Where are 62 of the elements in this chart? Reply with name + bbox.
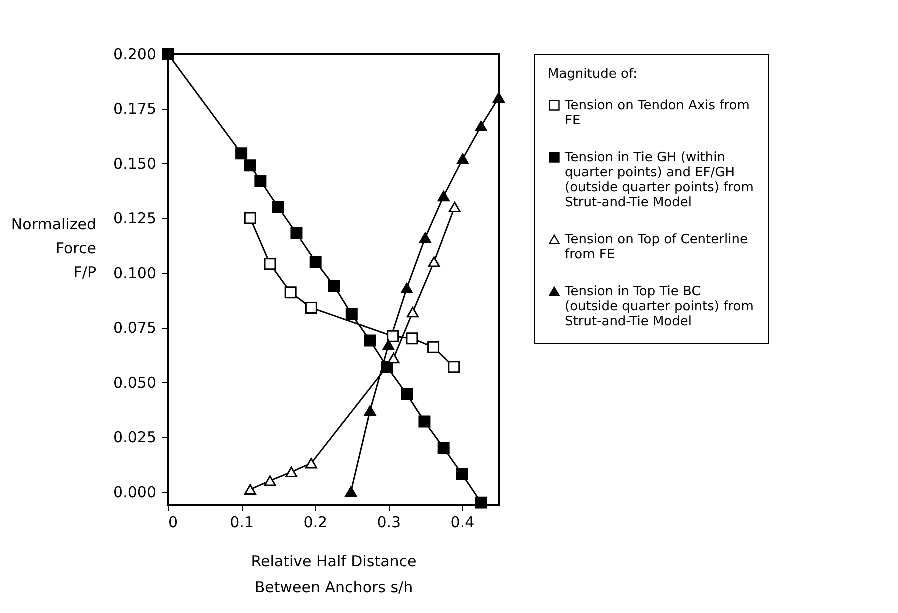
point — [438, 442, 450, 454]
legend-label: Tension on Tendon Axis from FE — [564, 98, 750, 128]
point — [438, 191, 450, 202]
y-axis-title: Normalized Force F/P — [11, 216, 96, 282]
point — [290, 228, 303, 240]
x-tick-label: 0.3 — [377, 514, 402, 532]
point — [475, 120, 488, 132]
point — [387, 330, 400, 342]
point — [456, 468, 468, 480]
legend-label: Tension in Tie GH (within quarter points) and EF/GH (outside quarter points) from Strut-and-Tie Model — [564, 150, 754, 210]
y-tick-label: 0.200 — [114, 46, 156, 64]
point — [493, 92, 505, 104]
point — [364, 334, 376, 347]
y-tick-label: 0.100 — [114, 264, 156, 282]
x-tick-label: 0 — [168, 514, 178, 532]
point — [388, 353, 400, 364]
x-tick-label: 0.1 — [230, 514, 254, 532]
point — [254, 174, 267, 187]
x-axis-title: Relative Half Distance Between Anchors s/h — [251, 552, 417, 596]
point — [310, 256, 322, 268]
point — [272, 201, 284, 214]
point — [448, 202, 461, 213]
point — [364, 406, 376, 416]
legend-label: Tension on Top of Centerline from FE — [564, 232, 748, 262]
point — [401, 282, 414, 294]
point — [264, 476, 276, 486]
point — [401, 388, 414, 400]
y-tick-label: 0.050 — [114, 374, 156, 392]
point — [448, 361, 460, 374]
point — [381, 361, 394, 374]
point — [284, 286, 297, 299]
y-tick-label: 0.150 — [114, 154, 156, 173]
y-tick-label: 0.075 — [114, 319, 156, 338]
point — [244, 160, 256, 172]
y-tick-label: 0.000 — [114, 483, 156, 502]
point — [264, 258, 276, 270]
legend-label: Tension in Top Tie BC (outside quarter points) from Strut-and-Tie Model — [564, 284, 754, 330]
point — [346, 308, 358, 321]
point — [305, 458, 318, 469]
y-tick-label: 0.175 — [114, 100, 156, 118]
point — [456, 154, 469, 164]
point — [428, 341, 440, 354]
point — [328, 280, 340, 292]
point — [244, 484, 256, 495]
point — [475, 496, 488, 509]
point — [382, 340, 395, 350]
y-tick-label: 0.125 — [114, 210, 156, 228]
point — [244, 212, 256, 224]
point — [345, 486, 358, 498]
x-tick-label: 0.2 — [304, 514, 328, 532]
point — [286, 466, 298, 478]
legend-title: Magnitude of: — [548, 67, 638, 82]
point — [406, 307, 419, 318]
point — [236, 148, 248, 160]
point — [428, 256, 440, 268]
y-tick-label: 0.025 — [114, 428, 156, 447]
x-tick-label: 0.4 — [450, 514, 475, 532]
point — [406, 332, 418, 345]
point — [305, 302, 318, 314]
point — [162, 48, 174, 60]
point — [419, 232, 432, 244]
point — [418, 416, 431, 428]
